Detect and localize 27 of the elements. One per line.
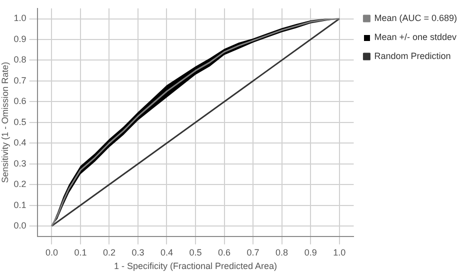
y-tick-label: 0.1 (14, 200, 26, 210)
x-tick-label: 0.0 (45, 247, 58, 258)
legend-label: Random Prediction (374, 50, 451, 61)
y-tick-label: 0.7 (14, 75, 26, 86)
y-tick-label: 0.2 (14, 179, 26, 190)
x-tick-label: 0.2 (102, 247, 116, 258)
x-tick-label: 0.8 (276, 247, 288, 258)
x-tick-label: 0.9 (304, 247, 317, 258)
y-tick-label: 0.5 (14, 116, 26, 127)
x-tick-label: 0.6 (218, 247, 231, 258)
x-tick-label: 0.4 (160, 247, 174, 258)
x-tick-label: 0.5 (189, 247, 202, 258)
y-tick-label: 0.3 (14, 158, 26, 168)
x-tick-label: 0.3 (132, 247, 144, 258)
x-tick-label: 0.1 (74, 247, 87, 258)
x-axis-title: 1 - Specificity (Fractional Predicted Area) (114, 261, 278, 272)
y-tick-label: 0.8 (14, 54, 26, 65)
y-tick-label: 0.4 (14, 138, 26, 148)
y-tick-label: 0.9 (14, 34, 26, 44)
legend-label: Mean (AUC = 0.689) (374, 12, 458, 23)
y-axis-title: Sensitivity (1 - Omission Rate) (0, 62, 10, 183)
y-tick-label: 0.0 (14, 220, 26, 231)
y-tick-label: 1.0 (14, 13, 26, 24)
x-tick-label: 0.7 (246, 247, 260, 258)
x-tick-label: 1.0 (333, 247, 346, 258)
text: Mean +/- one stddev (374, 32, 458, 42)
y-tick-label: 0.6 (14, 96, 26, 106)
